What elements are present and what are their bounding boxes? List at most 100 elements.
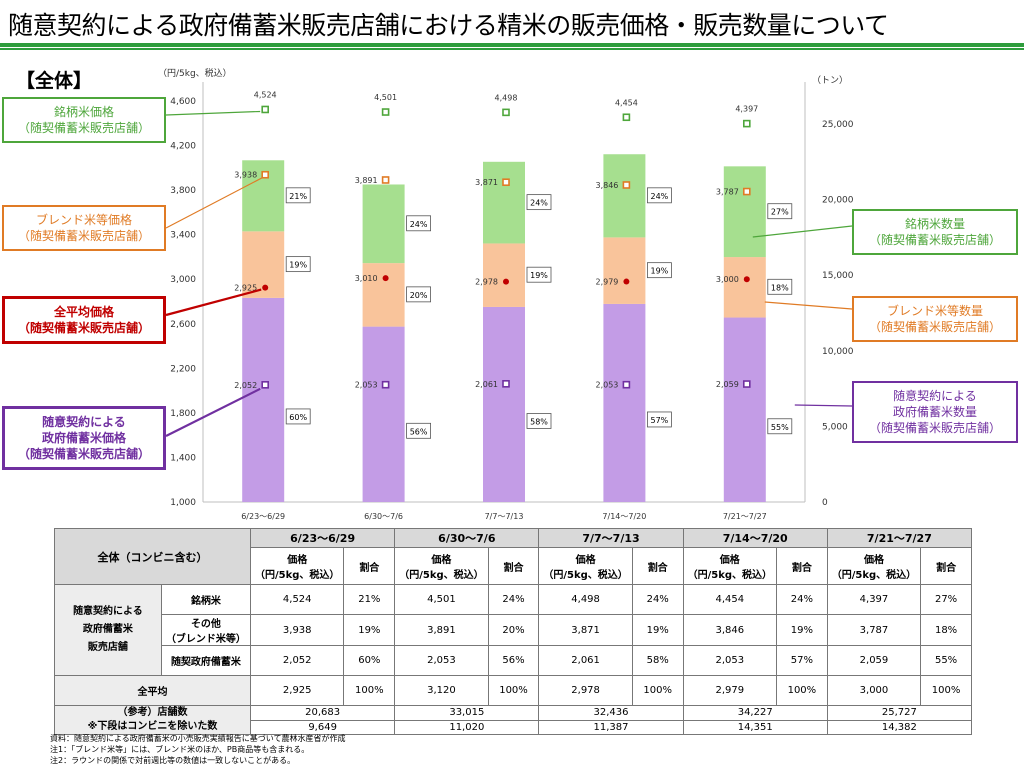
legend-avg-price: 全平均価格 （随契備蓄米販売店舗） — [2, 296, 166, 344]
label-blend-price: 3,891 — [355, 176, 378, 185]
legend-line: 全平均価格 — [53, 305, 114, 319]
legend-line: （随契備蓄米販売店舗） — [868, 421, 1001, 435]
legend-brand-qty: 銘柄米数量 （随契備蓄米販売店舗） — [852, 209, 1018, 255]
legend-line: （随契備蓄米販売店舗） — [868, 320, 1001, 334]
price-header-line: 価格 — [719, 555, 740, 566]
price-cell: 2,052 — [250, 645, 345, 676]
table-period: 6/23～6/29 — [250, 528, 396, 548]
row-label: その他 （ブレンド米等） — [160, 614, 252, 646]
left-tick-label: 3,000 — [170, 275, 196, 285]
left-tick-label: 2,600 — [170, 320, 196, 330]
connector-gov-qty — [794, 404, 853, 407]
price-header: 価格 （円/5kg、税込） — [250, 547, 345, 585]
left-tick-label: 1,000 — [170, 498, 196, 508]
share-label-brand-box — [406, 215, 432, 232]
share-label-gov: 56% — [410, 427, 428, 436]
left-tick-label: 2,200 — [170, 364, 196, 374]
label-gov-price: 2,059 — [716, 380, 739, 389]
label-gov-price: 2,052 — [234, 381, 257, 390]
price-cell: 3,120 — [394, 675, 489, 706]
legend-line: 政府備蓄米数量 — [892, 405, 977, 419]
chart: （円/5kg、税込） （トン） 1,000 1,400 1,800 2,200 2,600 3… — [158, 67, 854, 521]
table-row: 随意契約による 政府備蓄米 販売店舗 銘柄米 4,524 21% 4,501 24% 4,498… — [54, 584, 972, 676]
label-avg-price: 2,978 — [475, 278, 498, 287]
group-label-line: 随意契約による — [73, 606, 143, 617]
label-blend-price: 3,846 — [595, 181, 618, 190]
label-avg-price: 3,010 — [355, 274, 378, 283]
left-tick-label: 1,400 — [170, 453, 196, 463]
legend-blend-price: ブレンド米等価格 （随契備蓄米販売店舗） — [2, 205, 166, 251]
table-row: その他 （ブレンド米等） 3,938 19% 3,891 20% 3,871 19% 3,846… — [55, 614, 972, 646]
share-label-brand-box — [526, 194, 552, 211]
connector-gov-price — [165, 387, 261, 437]
row-label-line: 銘柄米 — [190, 596, 221, 607]
legend-gov-price: 随意契約による 政府備蓄米価格 （随契備蓄米販売店舗） — [2, 406, 166, 470]
stores-count: 33,015 — [394, 705, 540, 721]
price-header-line: 価格 — [287, 555, 308, 566]
stores-ex-count: 14,382 — [826, 719, 973, 735]
share-cell: 100% — [775, 675, 828, 706]
label-blend-price: 3,871 — [475, 178, 498, 187]
stores-count: 32,436 — [538, 705, 684, 721]
legend-brand-price: 銘柄米価格 （随契備蓄米販売店舗） — [2, 97, 166, 143]
left-tick-label: 4,200 — [170, 142, 196, 152]
bar-blend-qty — [362, 263, 405, 327]
price-header: 価格 （円/5kg、税込） — [682, 547, 777, 585]
price-cell: 3,891 — [394, 614, 489, 646]
share-label-gov: 55% — [771, 423, 789, 432]
price-cell: 2,978 — [538, 675, 633, 706]
legend-line: 政府備蓄米価格 — [41, 431, 126, 445]
legend-line: ブレンド米等数量 — [886, 304, 983, 318]
label-gov-price: 2,053 — [595, 381, 618, 390]
connector-blend-qty — [764, 301, 853, 310]
point-brand-price — [742, 119, 751, 128]
share-label-gov: 58% — [530, 417, 548, 426]
price-cell: 4,498 — [538, 584, 633, 615]
right-tick-label: 0 — [822, 498, 828, 508]
price-header-unit: （円/5kg、税込） — [831, 570, 917, 581]
share-cell: 100% — [343, 675, 396, 706]
point-gov-price — [622, 380, 631, 389]
x-tick-label: 7/7～7/13 — [485, 512, 524, 521]
price-header-unit: （円/5kg、税込） — [255, 570, 340, 581]
share-cell: 100% — [920, 675, 972, 706]
x-tick-label: 6/23～6/29 — [241, 512, 285, 521]
label-brand-price: 4,397 — [735, 105, 758, 114]
price-cell: 3,871 — [538, 614, 633, 646]
left-axis-label: （円/5kg、税込） — [158, 67, 232, 79]
notes: 資料：随意契約による政府備蓄米の小売販売実績報告に基づいて農林水産省が作成 注1… — [50, 733, 346, 766]
connector-brand-price — [165, 110, 261, 116]
share-header: 割合 — [631, 547, 684, 585]
share-cell: 19% — [631, 614, 684, 646]
share-cell: 20% — [487, 614, 540, 646]
title-underline — [0, 43, 1024, 47]
left-tick-label: 4,600 — [170, 97, 196, 107]
share-cell: 19% — [775, 614, 828, 646]
point-brand-price — [622, 113, 631, 122]
price-header-line: 価格 — [863, 555, 884, 566]
legend-line: 随意契約による — [42, 415, 126, 429]
price-header: 価格 （円/5kg、税込） — [394, 547, 489, 585]
share-label-gov-box — [406, 422, 432, 439]
page-title: 随意契約による政府備蓄米販売店舗における精米の販売価格・販売数量について — [8, 11, 889, 40]
share-label-blend: 19% — [651, 267, 669, 276]
point-avg-price — [743, 276, 750, 283]
share-cell: 27% — [920, 584, 972, 615]
right-tick-label: 15,000 — [822, 271, 854, 281]
table-period: 6/30～7/6 — [394, 528, 540, 548]
share-header: 割合 — [487, 547, 540, 585]
stores-count: 34,227 — [682, 705, 828, 721]
row-label: 銘柄米 — [160, 584, 252, 615]
note-1: 注1：「ブレンド米等」には、ブレンド米のほか、PB商品等も含まれる。 — [50, 745, 310, 754]
table-row: 全平均 2,925 100% 3,120 100% 2,978 100% 2,979 100% 3… — [53, 675, 972, 706]
table-period: 7/14～7/20 — [682, 528, 828, 548]
share-cell: 100% — [487, 675, 540, 706]
share-label-gov-box — [647, 411, 672, 428]
group-label-line: 販売店舗 — [87, 642, 128, 653]
label-gov-price: 2,053 — [355, 381, 378, 390]
share-label-gov-box — [767, 418, 793, 435]
label-blend-price: 3,787 — [716, 188, 739, 197]
connector-blend-price — [165, 177, 263, 229]
price-cell: 2,061 — [538, 645, 633, 676]
label-avg-price: 2,979 — [595, 278, 618, 287]
